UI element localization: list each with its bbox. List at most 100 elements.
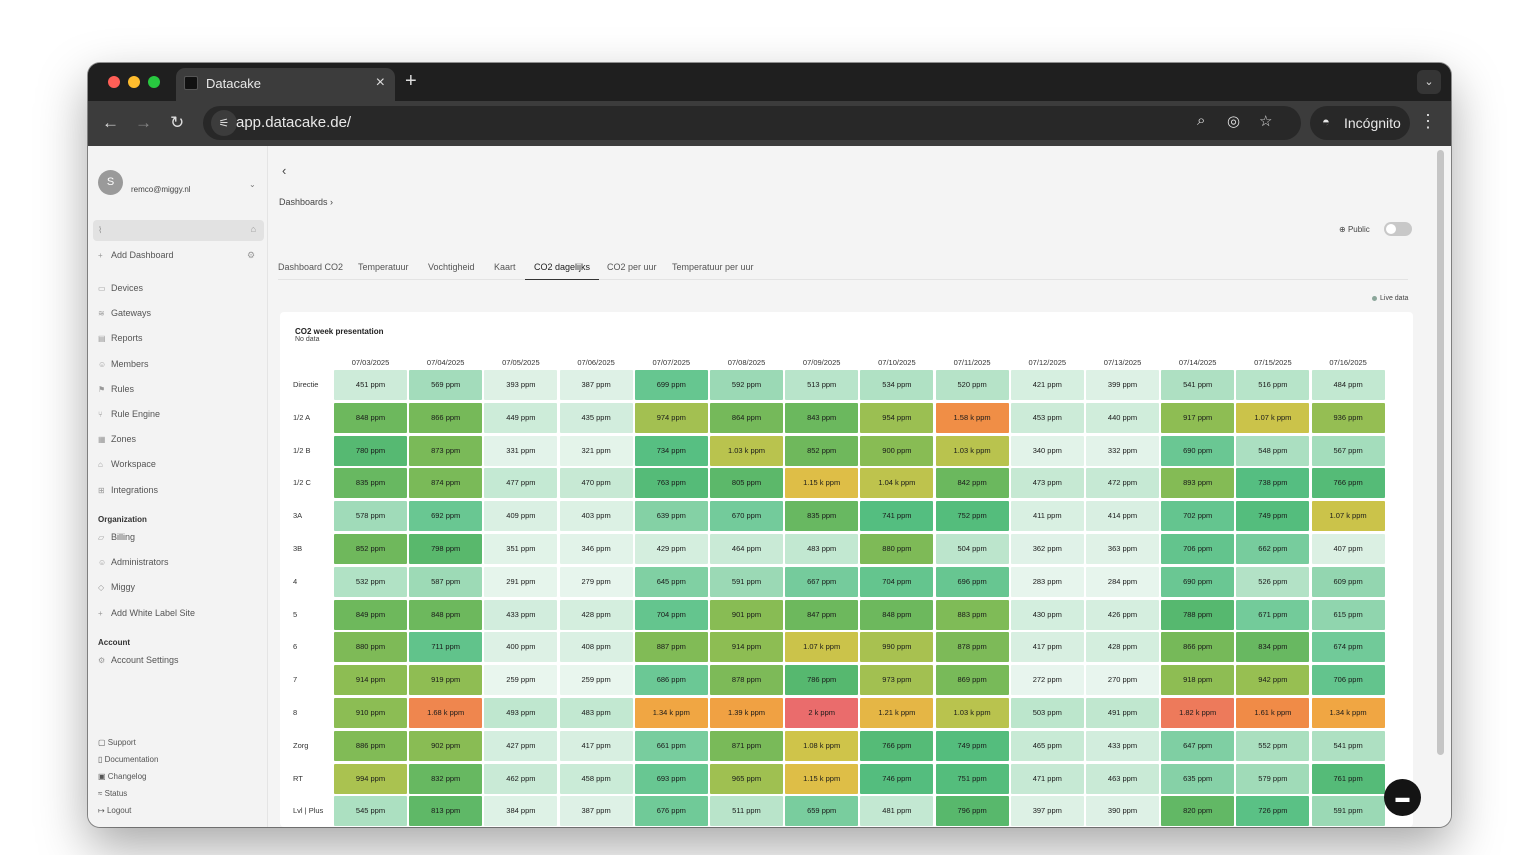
heatmap-cell[interactable]: 842 ppm: [935, 468, 1009, 499]
heatmap-cell[interactable]: 259 ppm: [484, 665, 558, 696]
heatmap-cell[interactable]: 900 ppm: [860, 435, 934, 466]
heatmap-cell[interactable]: 1.07 k ppm: [1236, 402, 1310, 433]
heatmap-cell[interactable]: 426 ppm: [1086, 599, 1159, 630]
heatmap-cell[interactable]: 463 ppm: [1086, 763, 1159, 794]
heatmap-cell[interactable]: 766 ppm: [1311, 468, 1385, 499]
heatmap-cell[interactable]: 390 ppm: [1086, 796, 1159, 827]
heatmap-cell[interactable]: 283 ppm: [1010, 566, 1084, 597]
heatmap-cell[interactable]: 427 ppm: [484, 730, 558, 761]
heatmap-cell[interactable]: 484 ppm: [1311, 370, 1385, 400]
breadcrumb-dashboards[interactable]: Dashboards: [279, 197, 328, 207]
heatmap-cell[interactable]: 704 ppm: [634, 599, 708, 630]
heatmap-cell[interactable]: 813 ppm: [409, 796, 483, 827]
tab-vochtigheid[interactable]: Vochtigheid: [428, 262, 475, 272]
heatmap-cell[interactable]: 1.68 k ppm: [409, 698, 483, 728]
heatmap-cell[interactable]: 393 ppm: [484, 370, 558, 400]
heatmap-cell[interactable]: 453 ppm: [1010, 402, 1084, 433]
heatmap-cell[interactable]: 914 ppm: [710, 632, 783, 663]
heatmap-cell[interactable]: 848 ppm: [860, 599, 934, 630]
heatmap-cell[interactable]: 1.21 k ppm: [860, 698, 934, 728]
heatmap-cell[interactable]: 914 ppm: [334, 665, 407, 696]
heatmap-cell[interactable]: 893 ppm: [1161, 468, 1235, 499]
heatmap-cell[interactable]: 428 ppm: [1086, 632, 1159, 663]
browser-tab[interactable]: Datacake ×: [176, 68, 395, 101]
heatmap-cell[interactable]: 615 ppm: [1311, 599, 1385, 630]
heatmap-cell[interactable]: 435 ppm: [559, 402, 633, 433]
heatmap-cell[interactable]: 878 ppm: [935, 632, 1009, 663]
footer-link-support[interactable]: ▢ Support: [98, 738, 136, 747]
heatmap-cell[interactable]: 702 ppm: [1161, 501, 1235, 532]
heatmap-cell[interactable]: 511 ppm: [710, 796, 783, 827]
heatmap-cell[interactable]: 414 ppm: [1086, 501, 1159, 532]
heatmap-cell[interactable]: 786 ppm: [785, 665, 859, 696]
sidebar-item-zones[interactable]: ▦ Zones: [98, 434, 136, 444]
heatmap-cell[interactable]: 852 ppm: [785, 435, 859, 466]
heatmap-cell[interactable]: 866 ppm: [409, 402, 483, 433]
heatmap-cell[interactable]: 711 ppm: [409, 632, 483, 663]
minimize-window-button[interactable]: [128, 76, 140, 88]
close-tab-icon[interactable]: ×: [375, 74, 385, 91]
heatmap-cell[interactable]: 676 ppm: [634, 796, 708, 827]
heatmap-cell[interactable]: 279 ppm: [559, 566, 633, 597]
heatmap-cell[interactable]: 526 ppm: [1236, 566, 1310, 597]
heatmap-cell[interactable]: 458 ppm: [559, 763, 633, 794]
sidebar-item-billing[interactable]: ▱ Billing: [98, 532, 135, 542]
heatmap-cell[interactable]: 520 ppm: [935, 370, 1009, 400]
heatmap-cell[interactable]: 397 ppm: [1010, 796, 1084, 827]
heatmap-cell[interactable]: 871 ppm: [710, 730, 783, 761]
heatmap-cell[interactable]: 470 ppm: [559, 468, 633, 499]
heatmap-cell[interactable]: 761 ppm: [1311, 763, 1385, 794]
tab-search-chevron-icon[interactable]: ⌄: [1417, 70, 1441, 94]
heatmap-cell[interactable]: 880 ppm: [860, 534, 934, 564]
heatmap-cell[interactable]: 918 ppm: [1161, 665, 1235, 696]
sidebar-item-account-settings[interactable]: ⚙ Account Settings: [98, 655, 179, 665]
breadcrumb[interactable]: Dashboards ›: [279, 197, 333, 207]
heatmap-cell[interactable]: 686 ppm: [634, 665, 708, 696]
heatmap-cell[interactable]: 331 ppm: [484, 435, 558, 466]
heatmap-cell[interactable]: 690 ppm: [1161, 566, 1235, 597]
sidebar-item-administrators[interactable]: ☺ Administrators: [98, 557, 169, 567]
eye-off-icon[interactable]: ◎: [1227, 113, 1241, 130]
heatmap-cell[interactable]: 471 ppm: [1010, 763, 1084, 794]
heatmap-cell[interactable]: 541 ppm: [1161, 370, 1235, 400]
scrollbar-thumb[interactable]: [1437, 150, 1444, 755]
sidebar-item-rule-engine[interactable]: ⑂ Rule Engine: [98, 409, 160, 419]
heatmap-cell[interactable]: 473 ppm: [1010, 468, 1084, 499]
public-toggle[interactable]: [1384, 222, 1412, 236]
heatmap-cell[interactable]: 493 ppm: [484, 698, 558, 728]
heatmap-cell[interactable]: 834 ppm: [1236, 632, 1310, 663]
heatmap-cell[interactable]: 835 ppm: [334, 468, 407, 499]
heatmap-cell[interactable]: 917 ppm: [1161, 402, 1235, 433]
heatmap-cell[interactable]: 592 ppm: [710, 370, 783, 400]
heatmap-cell[interactable]: 387 ppm: [559, 370, 633, 400]
heatmap-cell[interactable]: 954 ppm: [860, 402, 934, 433]
heatmap-cell[interactable]: 696 ppm: [935, 566, 1009, 597]
heatmap-cell[interactable]: 936 ppm: [1311, 402, 1385, 433]
heatmap-cell[interactable]: 1.39 k ppm: [710, 698, 783, 728]
heatmap-cell[interactable]: 407 ppm: [1311, 534, 1385, 564]
footer-link-changelog[interactable]: ▣ Changelog: [98, 772, 146, 781]
heatmap-cell[interactable]: 869 ppm: [935, 665, 1009, 696]
heatmap-cell[interactable]: 552 ppm: [1236, 730, 1310, 761]
heatmap-cell[interactable]: 873 ppm: [409, 435, 483, 466]
heatmap-cell[interactable]: 1.04 k ppm: [860, 468, 934, 499]
heatmap-cell[interactable]: 832 ppm: [409, 763, 483, 794]
heatmap-cell[interactable]: 751 ppm: [935, 763, 1009, 794]
heatmap-cell[interactable]: 284 ppm: [1086, 566, 1159, 597]
heatmap-cell[interactable]: 291 ppm: [484, 566, 558, 597]
tab-temperatuur[interactable]: Temperatuur: [358, 262, 409, 272]
heatmap-cell[interactable]: 472 ppm: [1086, 468, 1159, 499]
heatmap-cell[interactable]: 788 ppm: [1161, 599, 1235, 630]
heatmap-cell[interactable]: 491 ppm: [1086, 698, 1159, 728]
heatmap-cell[interactable]: 591 ppm: [1311, 796, 1385, 827]
new-tab-icon[interactable]: +: [405, 70, 417, 92]
heatmap-cell[interactable]: 417 ppm: [559, 730, 633, 761]
sidebar-item-miggy[interactable]: ◇ Miggy: [98, 582, 135, 592]
heatmap-cell[interactable]: 483 ppm: [559, 698, 633, 728]
heatmap-cell[interactable]: 321 ppm: [559, 435, 633, 466]
heatmap-cell[interactable]: 706 ppm: [1311, 665, 1385, 696]
heatmap-cell[interactable]: 883 ppm: [935, 599, 1009, 630]
heatmap-cell[interactable]: 516 ppm: [1236, 370, 1310, 400]
heatmap-cell[interactable]: 942 ppm: [1236, 665, 1310, 696]
back-arrow-icon[interactable]: ←: [102, 113, 119, 132]
